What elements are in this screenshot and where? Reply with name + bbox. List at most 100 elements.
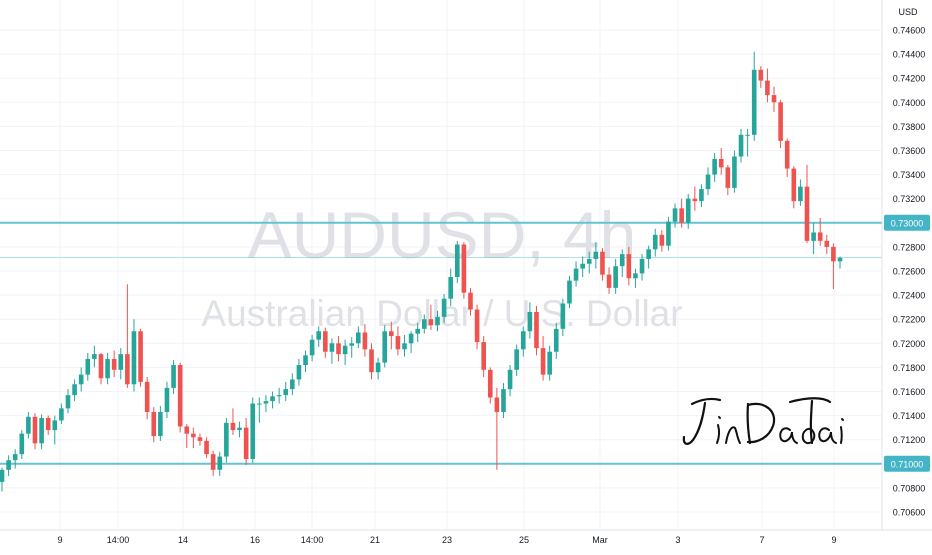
candle-body (494, 397, 500, 412)
candle-body (619, 254, 625, 267)
candle-body (243, 427, 249, 459)
y-tick-label: 0.73800 (893, 122, 926, 132)
candle-body (342, 345, 348, 355)
candle-body (633, 273, 638, 279)
candle-body (441, 298, 447, 317)
watermark-symbol: AUDUSD, 4h (248, 198, 637, 272)
candle-body (309, 339, 315, 356)
y-tick-label: 0.71600 (893, 387, 926, 397)
candle-body (283, 389, 289, 396)
candle-body (520, 331, 526, 350)
candle-body (276, 395, 282, 397)
candle-body (19, 433, 25, 455)
candle-body (639, 258, 645, 274)
candle-body (138, 331, 143, 382)
candle-body (712, 158, 717, 175)
candle-body (679, 208, 684, 223)
candle-body (349, 343, 355, 346)
currency-label: USD (898, 7, 918, 17)
price-axis[interactable]: 0.74600 0.74400 0.74200 0.74000 0.73800 0.736… (881, 0, 932, 550)
x-tick-label: Mar (592, 535, 608, 545)
candle-body (435, 316, 440, 326)
candle-body (250, 403, 256, 459)
candle-body (659, 234, 665, 246)
candle-body (375, 362, 381, 373)
candle-body (92, 354, 97, 359)
candle-body (732, 156, 737, 188)
candle-body (382, 331, 388, 363)
candle-body (356, 332, 361, 344)
candle-body (567, 280, 572, 304)
candle-body (323, 331, 328, 352)
y-tick-label: 0.72600 (893, 267, 926, 277)
candle-body (547, 351, 552, 375)
candle-body (778, 102, 783, 141)
candle-body (606, 274, 612, 288)
candle-body (369, 349, 374, 373)
candle-body (32, 416, 38, 444)
candle-body (45, 418, 51, 431)
candle-body (415, 328, 421, 334)
candle-body (105, 358, 110, 379)
candle-body (771, 95, 777, 103)
candle-body (270, 396, 275, 402)
candle-body (290, 379, 295, 390)
candle-body (118, 354, 124, 370)
candle-body (692, 198, 698, 202)
candle-body (151, 411, 157, 437)
x-tick-label: 9 (831, 535, 836, 545)
candle-body (824, 240, 830, 247)
candle-body (26, 416, 31, 434)
candle-body (553, 328, 559, 352)
candle-body (468, 292, 473, 310)
candle-body (448, 277, 454, 299)
candle-body (85, 358, 91, 375)
candle-body (725, 167, 731, 188)
candle-body (184, 426, 190, 434)
y-tick-label: 0.72400 (893, 291, 926, 301)
candle-body (111, 358, 117, 370)
horizontal-lines[interactable] (0, 221, 882, 465)
y-tick-label: 0.74000 (893, 98, 926, 108)
horizontal-line-labels: 0.73000 0.71000 (884, 214, 930, 472)
candle-body (39, 418, 44, 444)
candle-body (164, 387, 170, 412)
candle-body (527, 311, 533, 332)
candle-body (52, 420, 58, 431)
x-tick-label: 14 (178, 535, 188, 545)
horizontal-line-label: 0.73000 (891, 218, 924, 228)
candle-body (428, 319, 434, 326)
candle-body (257, 403, 262, 405)
candle-body (718, 158, 724, 168)
candle-body (217, 456, 223, 470)
candle-body (586, 258, 592, 264)
candle-body (600, 251, 605, 275)
candle-body (336, 343, 341, 355)
y-tick-label: 0.72800 (893, 242, 926, 252)
y-tick-label: 0.71800 (893, 363, 926, 373)
candle-body (78, 374, 84, 385)
x-tick-label: 23 (442, 535, 452, 545)
grid-lines (0, 0, 882, 530)
x-tick-label: 25 (519, 535, 529, 545)
candle-body (501, 389, 506, 412)
time-axis[interactable]: 9 14:00 14 16 14:00 21 23 25 Mar 3 7 9 (0, 529, 932, 550)
candle-body (237, 427, 242, 431)
candle-body (454, 244, 460, 278)
candle-body (316, 331, 322, 340)
y-tick-label: 0.72000 (893, 339, 926, 349)
candle-body (0, 469, 5, 482)
candle-body (738, 134, 744, 157)
candle-body (481, 342, 486, 370)
candle-body (197, 437, 203, 441)
candle-body (210, 454, 216, 470)
candle-body (6, 460, 11, 470)
candle-body (329, 343, 335, 352)
horizontal-line-label: 0.71000 (891, 459, 924, 469)
candle-body (811, 232, 816, 241)
y-tick-label: 0.70600 (893, 508, 926, 518)
y-tick-label: 0.74400 (893, 50, 926, 60)
x-tick-label: 14:00 (301, 535, 324, 545)
